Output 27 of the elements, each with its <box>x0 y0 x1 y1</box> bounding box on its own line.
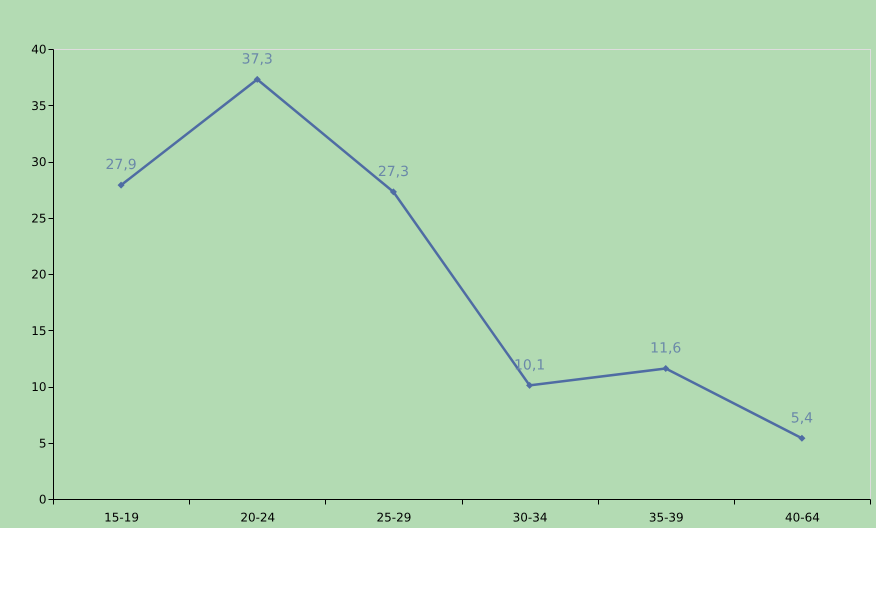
data-label: 27,3 <box>378 164 410 180</box>
y-tick-label: 5 <box>38 436 46 450</box>
y-tick-label: 30 <box>31 155 46 169</box>
y-tick-label: 0 <box>38 492 46 506</box>
point <box>118 182 125 189</box>
x-tick-label: 25-29 <box>376 510 412 524</box>
x-tick-label: 30-34 <box>512 510 548 524</box>
y-tick-label: 15 <box>31 324 46 338</box>
point <box>798 434 806 442</box>
data-label: 27,9 <box>105 157 137 174</box>
data-label: 5,4 <box>790 410 814 426</box>
point <box>526 382 534 389</box>
x-tick-label: 40-64 <box>784 510 820 524</box>
y-tick-label: 20 <box>31 268 46 282</box>
point <box>662 364 670 372</box>
data-label: 11,6 <box>650 340 682 356</box>
data-label: 37,3 <box>242 51 273 68</box>
x-tick-label: 20-24 <box>240 510 276 524</box>
y-tick-label: 35 <box>31 98 46 113</box>
y-tick-label: 25 <box>31 211 46 226</box>
point <box>254 76 261 83</box>
y-tick-label: 10 <box>31 380 46 394</box>
x-tick-label: 15-19 <box>104 510 140 524</box>
data-label: 10,1 <box>514 357 546 374</box>
x-tick-label: 35-39 <box>648 510 684 524</box>
point <box>390 188 397 196</box>
y-tick-label: 40 <box>31 42 46 56</box>
